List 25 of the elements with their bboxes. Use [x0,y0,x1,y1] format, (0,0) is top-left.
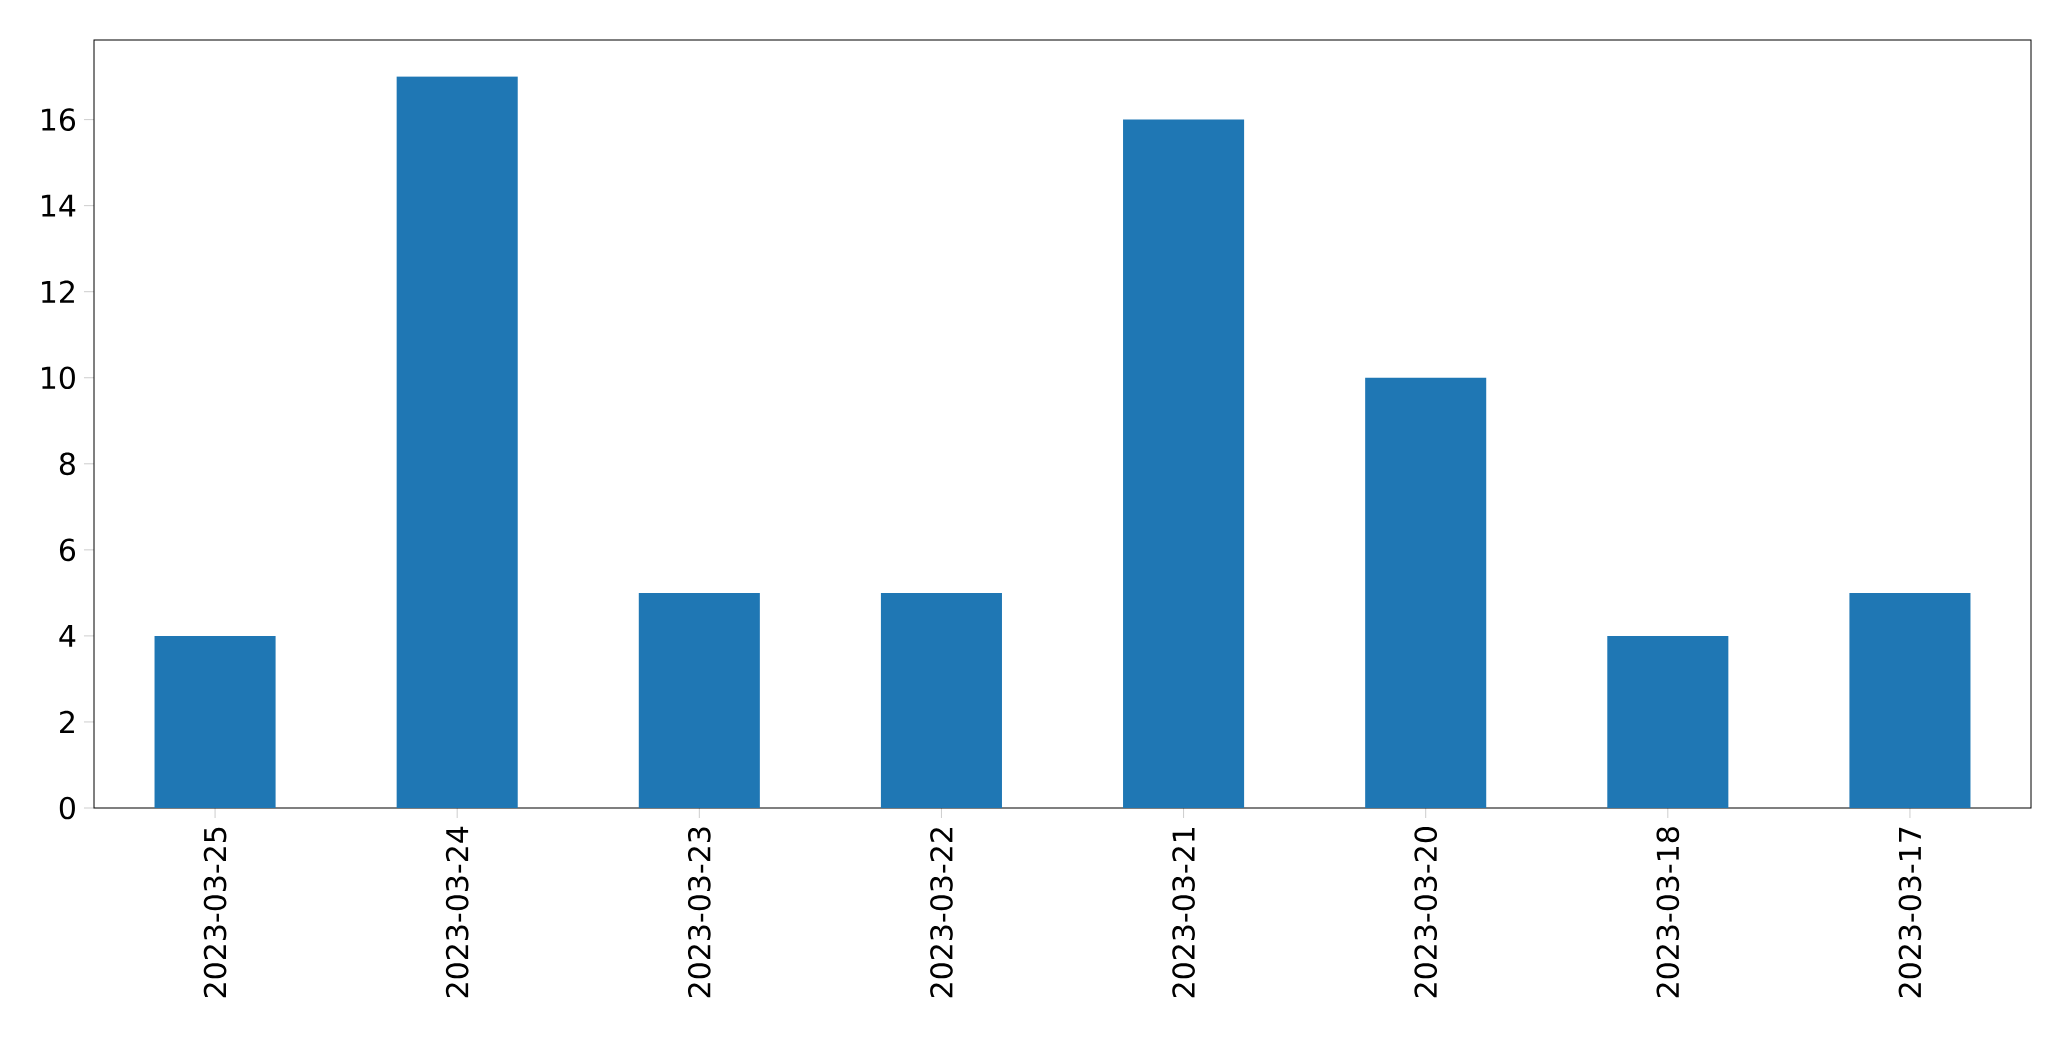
bar [1849,592,1971,808]
y-tick-label: 14 [42,194,76,217]
bar [1607,635,1729,808]
bar [638,592,760,808]
y-tick-label: 2 [60,710,74,734]
x-tick-label: 2023-03-23 [687,827,711,998]
x-tick-label: 2023-03-20 [1414,827,1438,998]
y-tick-label: 10 [42,366,75,390]
bar [154,635,276,808]
x-tick-label: 2023-03-18 [1656,827,1680,998]
y-tick-label: 4 [59,624,76,647]
y-tick-label: 12 [42,280,74,303]
y-tick-label: 8 [59,452,75,476]
y-tick-label: 6 [59,538,76,562]
x-tick-label: 2023-03-24 [445,826,469,998]
bar [880,592,1002,808]
x-tick-label: 2023-03-17 [1898,827,1922,998]
bar [396,76,518,808]
y-tick-label: 0 [59,796,75,820]
bar [1365,377,1487,808]
x-tick-label: 2023-03-21 [1172,827,1195,998]
x-tick-label: 2023-03-22 [930,828,953,998]
y-tick-label: 16 [42,108,76,131]
bar [1123,119,1245,808]
x-tick-label: 2023-03-25 [203,827,227,998]
